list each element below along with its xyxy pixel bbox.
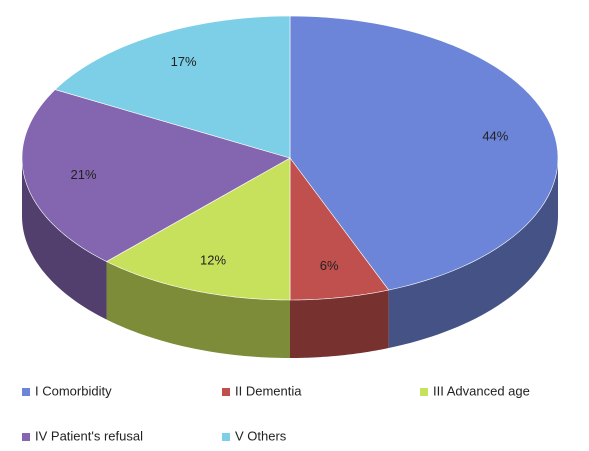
slice-side xyxy=(106,261,290,358)
data-label: 21% xyxy=(71,167,97,182)
legend-label: I Comorbidity xyxy=(35,383,112,398)
legend-swatch xyxy=(22,433,30,441)
slice-side xyxy=(290,290,389,358)
slice-side xyxy=(22,158,107,320)
slice xyxy=(54,15,291,159)
data-label: 12% xyxy=(200,252,226,267)
slice-side xyxy=(388,158,558,349)
data-label: 17% xyxy=(171,54,197,69)
legend-swatch xyxy=(222,433,230,441)
legend-label: III Advanced age xyxy=(433,383,530,398)
legend-swatch xyxy=(222,388,230,396)
data-label: 44% xyxy=(482,129,508,144)
legend-swatch xyxy=(22,388,30,396)
slice xyxy=(21,89,291,262)
legend-label: II Dementia xyxy=(235,383,302,398)
legend-label: IV Patient's refusal xyxy=(35,428,143,443)
slice xyxy=(289,157,390,301)
legend-swatch xyxy=(420,388,428,396)
data-label: 6% xyxy=(320,258,339,273)
slice xyxy=(289,15,559,291)
slice xyxy=(105,157,291,301)
legend-label: V Others xyxy=(235,428,287,443)
